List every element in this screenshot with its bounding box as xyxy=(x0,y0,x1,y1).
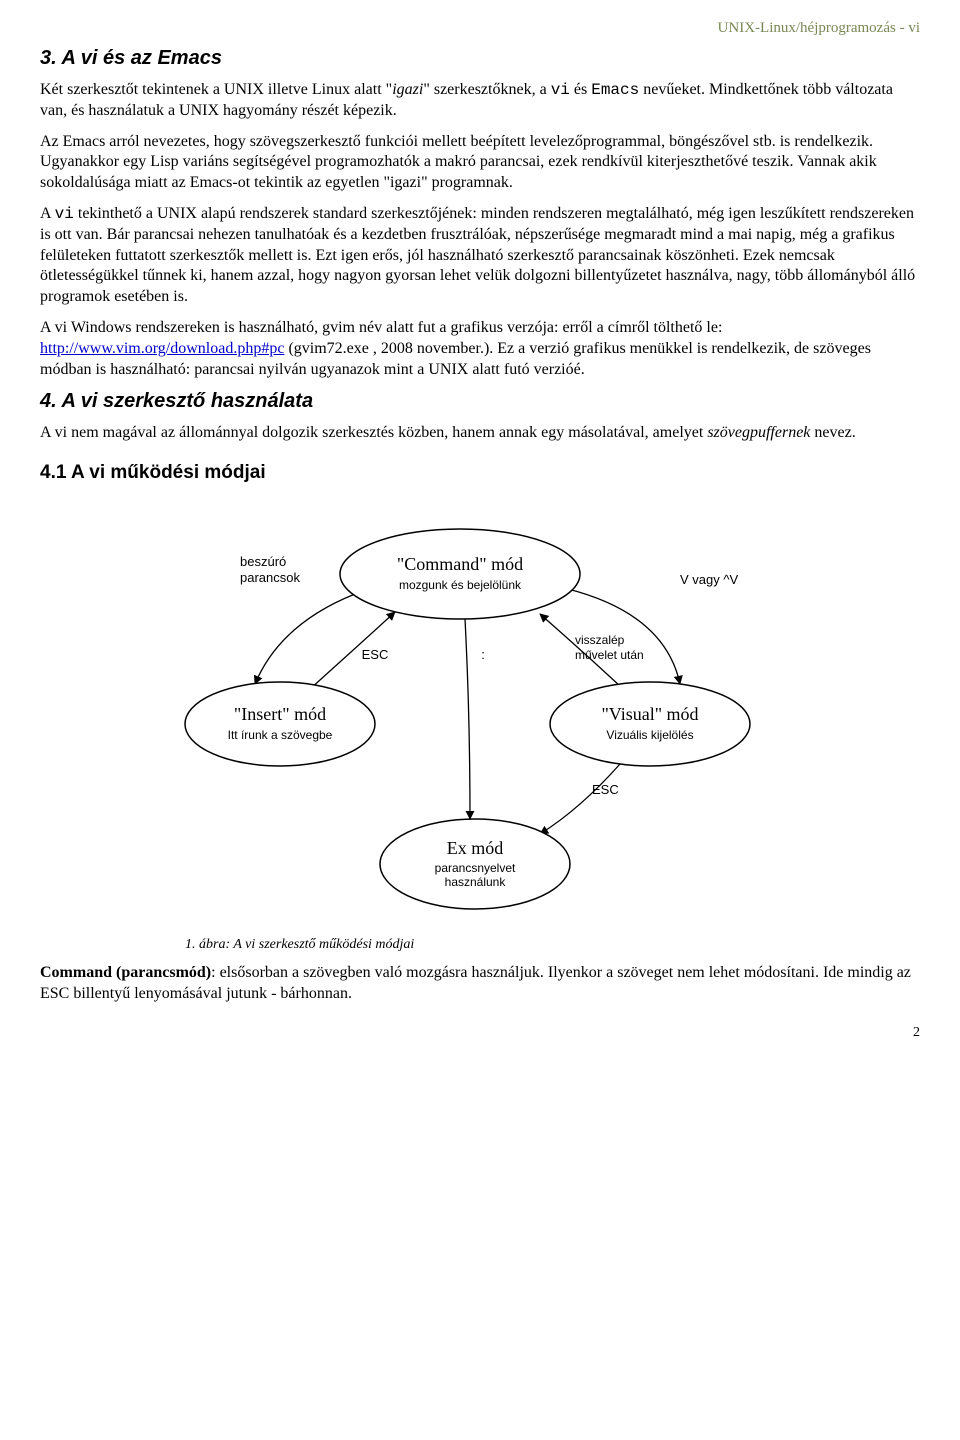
section-4-title: 4. A vi szerkesztő használata xyxy=(40,390,920,413)
label-back-1: visszalép xyxy=(575,633,625,647)
node-ex-title: Ex mód xyxy=(447,838,504,858)
label-insert-cmds-1: beszúró xyxy=(240,554,286,569)
text-mono: vi xyxy=(551,81,570,99)
section-3-para-1: Két szerkesztőt tekintenek a UNIX illetv… xyxy=(40,80,920,122)
text: tekinthető a UNIX alapú rendszerek stand… xyxy=(40,205,915,305)
node-command xyxy=(340,529,580,619)
node-insert-sub: Itt írunk a szövegbe xyxy=(228,728,333,742)
text-mono: vi xyxy=(55,205,74,223)
node-command-sub: mozgunk és bejelölünk xyxy=(399,578,522,592)
footer-para: Command (parancsmód): elsősorban a szöve… xyxy=(40,963,920,1005)
label-insert-cmds-2: parancsok xyxy=(240,570,300,585)
label-esc-2: ESC xyxy=(592,782,619,797)
page-header: UNIX-Linux/héjprogramozás - vi xyxy=(40,20,920,37)
node-visual-sub: Vizuális kijelölés xyxy=(606,728,693,742)
section-3-title: 3. A vi és az Emacs xyxy=(40,47,920,70)
text: " szerkesztőknek, a xyxy=(423,81,550,98)
label-colon: : xyxy=(481,647,485,662)
node-insert xyxy=(185,682,375,766)
node-visual-title: "Visual" mód xyxy=(601,704,698,724)
text-bold: Command (parancsmód) xyxy=(40,964,211,981)
text: és xyxy=(570,81,591,98)
text-italic: szövegpuffernek xyxy=(707,424,810,441)
text: A vi nem magával az állománnyal dolgozik… xyxy=(40,424,707,441)
section-4-para-1: A vi nem magával az állománnyal dolgozik… xyxy=(40,423,920,444)
label-v: V vagy ^V xyxy=(680,572,738,587)
node-insert-title: "Insert" mód xyxy=(234,704,326,724)
node-ex-sub2: használunk xyxy=(445,875,507,889)
section-4-1-title: 4.1 A vi működési módjai xyxy=(40,462,920,484)
vim-download-link[interactable]: http://www.vim.org/download.php#pc xyxy=(40,340,284,357)
node-command-title: "Command" mód xyxy=(397,554,523,574)
text: nevez. xyxy=(810,424,855,441)
label-esc-1: ESC xyxy=(362,647,389,662)
text-italic: igazi xyxy=(392,81,423,98)
text: Két szerkesztőt tekintenek a UNIX illetv… xyxy=(40,81,392,98)
section-3-para-2: Az Emacs arról nevezetes, hogy szövegsze… xyxy=(40,132,920,194)
text: A vi Windows rendszereken is használható… xyxy=(40,319,722,336)
label-back-2: művelet után xyxy=(575,648,644,662)
section-3-para-4: A vi Windows rendszereken is használható… xyxy=(40,318,920,380)
text: A xyxy=(40,205,55,222)
figure-caption: 1. ábra: A vi szerkesztő működési módjai xyxy=(185,937,840,953)
node-visual xyxy=(550,682,750,766)
node-ex-sub1: parancsnyelvet xyxy=(435,861,516,875)
vi-modes-diagram: "Command" mód mozgunk és bejelölünk "Ins… xyxy=(120,494,840,953)
section-3-para-3: A vi tekinthető a UNIX alapú rendszerek … xyxy=(40,204,920,308)
page-number: 2 xyxy=(40,1025,920,1041)
text-mono: Emacs xyxy=(591,81,639,99)
